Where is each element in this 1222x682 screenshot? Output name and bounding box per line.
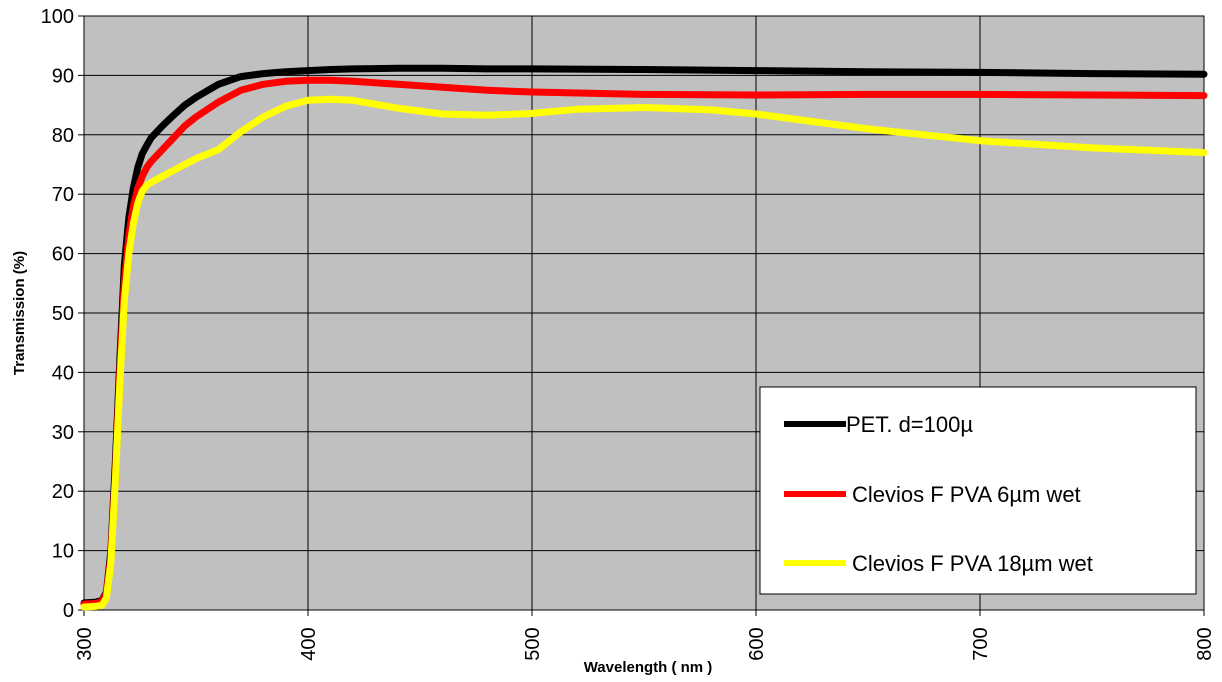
x-tick-label: 600: [746, 627, 768, 660]
series-lines: [80, 64, 1208, 611]
x-axis-title: Wavelength ( nm ): [584, 659, 713, 676]
x-axis-ticks: 300 400 500 600 700 800: [74, 610, 1216, 661]
y-tick-label: 60: [52, 244, 74, 266]
y-tick-label: 90: [52, 65, 74, 87]
x-tick-label: 300: [74, 627, 96, 660]
y-tick-label: 80: [52, 125, 74, 147]
y-axis-title: Transmission (%): [11, 251, 28, 375]
y-tick-label: 10: [52, 541, 74, 563]
legend-label-pva-6um: Clevios F PVA 6µm wet: [852, 482, 1081, 507]
y-tick-label: 0: [63, 600, 74, 622]
y-tick-label: 30: [52, 422, 74, 444]
x-tick-label: 400: [298, 627, 320, 660]
y-tick-label: 40: [52, 362, 74, 384]
y-tick-label: 20: [52, 481, 74, 503]
x-tick-label: 800: [1194, 627, 1216, 660]
y-tick-label: 70: [52, 184, 74, 206]
x-tick-label: 700: [970, 627, 992, 660]
legend: PET. d=100µ Clevios F PVA 6µm wet Clevio…: [759, 386, 1197, 595]
y-axis-ticks: 0 10 20 30 40 50 60 70 80 90 100: [41, 6, 84, 622]
legend-label-pet: PET. d=100µ: [846, 412, 973, 437]
series-line-pva-18um: [80, 95, 1208, 611]
x-tick-label: 500: [522, 627, 544, 660]
y-tick-label: 50: [52, 303, 74, 325]
y-tick-label: 100: [41, 6, 74, 28]
legend-label-pva-18um: Clevios F PVA 18µm wet: [852, 551, 1093, 576]
